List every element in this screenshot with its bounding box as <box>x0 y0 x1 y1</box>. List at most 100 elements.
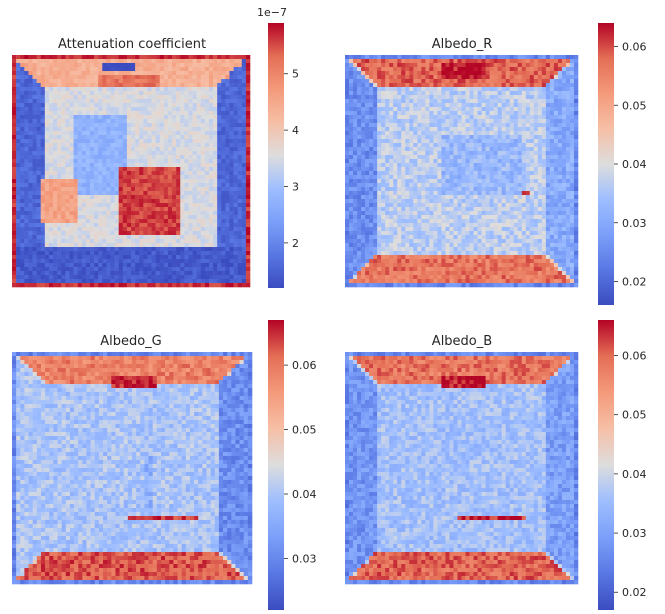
heatmap-cell <box>389 87 394 92</box>
heatmap-cell <box>16 135 21 140</box>
heatmap-cell <box>118 119 124 124</box>
heatmap-cell <box>12 155 17 160</box>
heatmap-cell <box>73 171 78 176</box>
heatmap-cell <box>377 63 382 68</box>
heatmap-cell <box>20 71 25 76</box>
heatmap-cell <box>69 131 74 136</box>
heatmap-cell <box>200 103 206 108</box>
heatmap-cell <box>241 111 247 116</box>
heatmap-cell <box>196 119 202 124</box>
heatmap-cell <box>208 147 214 152</box>
heatmap-cell <box>401 163 406 168</box>
heatmap-cell <box>65 235 70 240</box>
heatmap-cell <box>245 99 251 104</box>
heatmap-cell <box>561 151 567 156</box>
heatmap-cell <box>369 87 374 92</box>
heatmap-cell <box>565 119 571 124</box>
heatmap-cell <box>213 167 218 172</box>
heatmap-cell <box>180 103 185 108</box>
heatmap-cell <box>110 283 115 288</box>
heatmap-cell <box>98 159 103 164</box>
heatmap-cell <box>98 259 103 264</box>
heatmap-cell <box>557 67 563 72</box>
heatmap-cell <box>357 151 362 156</box>
heatmap-cell <box>225 199 230 204</box>
heatmap-cell <box>40 135 46 140</box>
heatmap-cell <box>237 91 243 96</box>
heatmap-cell <box>135 167 140 172</box>
heatmap-cell <box>229 271 234 276</box>
heatmap-cell <box>188 183 193 188</box>
heatmap-cell <box>245 195 251 200</box>
heatmap-cell <box>36 75 42 80</box>
heatmap-cell <box>69 231 74 236</box>
heatmap-cell <box>176 67 181 72</box>
heatmap-cell <box>147 195 152 200</box>
heatmap-cell <box>497 163 502 168</box>
heatmap-cell <box>77 239 83 244</box>
heatmap-cell <box>541 99 547 104</box>
heatmap-cell <box>489 63 494 68</box>
heatmap-cell <box>513 103 519 108</box>
heatmap-cell <box>429 67 434 72</box>
heatmap-cell <box>163 175 169 180</box>
heatmap-cell <box>401 127 406 132</box>
heatmap-cell <box>497 63 502 68</box>
heatmap-cell <box>20 123 25 128</box>
heatmap-cell <box>421 91 426 96</box>
colorbar-gradient <box>268 23 284 288</box>
heatmap-cell <box>401 159 406 164</box>
heatmap-cell <box>110 223 115 228</box>
heatmap-cell <box>196 259 202 264</box>
heatmap-cell <box>24 159 29 164</box>
heatmap-cell <box>32 191 37 196</box>
heatmap-cell <box>61 247 66 252</box>
heatmap-cell <box>73 263 78 268</box>
heatmap-cell <box>184 175 189 180</box>
heatmap-cell <box>489 55 494 60</box>
heatmap-cell <box>505 67 511 72</box>
heatmap-cell <box>20 183 25 188</box>
heatmap-cell <box>57 127 62 132</box>
heatmap-cell <box>541 63 547 68</box>
heatmap-cell <box>425 151 430 156</box>
heatmap-cell <box>225 211 230 216</box>
heatmap-cell <box>61 227 66 232</box>
heatmap-cell <box>569 99 575 104</box>
heatmap-cell <box>163 147 169 152</box>
heatmap-cell <box>163 139 169 144</box>
heatmap-cell <box>221 207 226 212</box>
heatmap-cell <box>81 163 87 168</box>
heatmap-cell <box>147 119 152 124</box>
heatmap-cell <box>521 151 527 156</box>
heatmap-cell <box>561 99 567 104</box>
heatmap-cell <box>365 95 370 100</box>
heatmap-cell <box>221 99 226 104</box>
heatmap-cell <box>365 107 370 112</box>
heatmap-cell <box>413 103 418 108</box>
heatmap-cell <box>233 99 238 104</box>
heatmap-cell <box>213 283 218 288</box>
heatmap-cell <box>114 135 119 140</box>
heatmap-cell <box>188 87 193 92</box>
heatmap-cell <box>85 183 91 188</box>
heatmap-cell <box>213 207 218 212</box>
heatmap-cell <box>565 107 571 112</box>
heatmap-cell <box>20 83 25 88</box>
heatmap-cell <box>114 71 119 76</box>
heatmap-cell <box>85 215 91 220</box>
heatmap-cell <box>553 95 559 100</box>
heatmap-cell <box>241 87 247 92</box>
heatmap-cell <box>441 119 446 124</box>
heatmap-cell <box>241 187 247 192</box>
heatmap-cell <box>521 87 527 92</box>
heatmap-cell <box>561 111 567 116</box>
heatmap-cell <box>453 71 458 76</box>
heatmap-cell <box>94 99 99 104</box>
heatmap-cell <box>485 67 490 72</box>
heatmap-cell <box>445 115 450 120</box>
heatmap-cell <box>126 223 132 228</box>
heatmap-cell <box>57 119 62 124</box>
heatmap-cell <box>433 143 438 148</box>
heatmap-cell <box>69 251 74 256</box>
